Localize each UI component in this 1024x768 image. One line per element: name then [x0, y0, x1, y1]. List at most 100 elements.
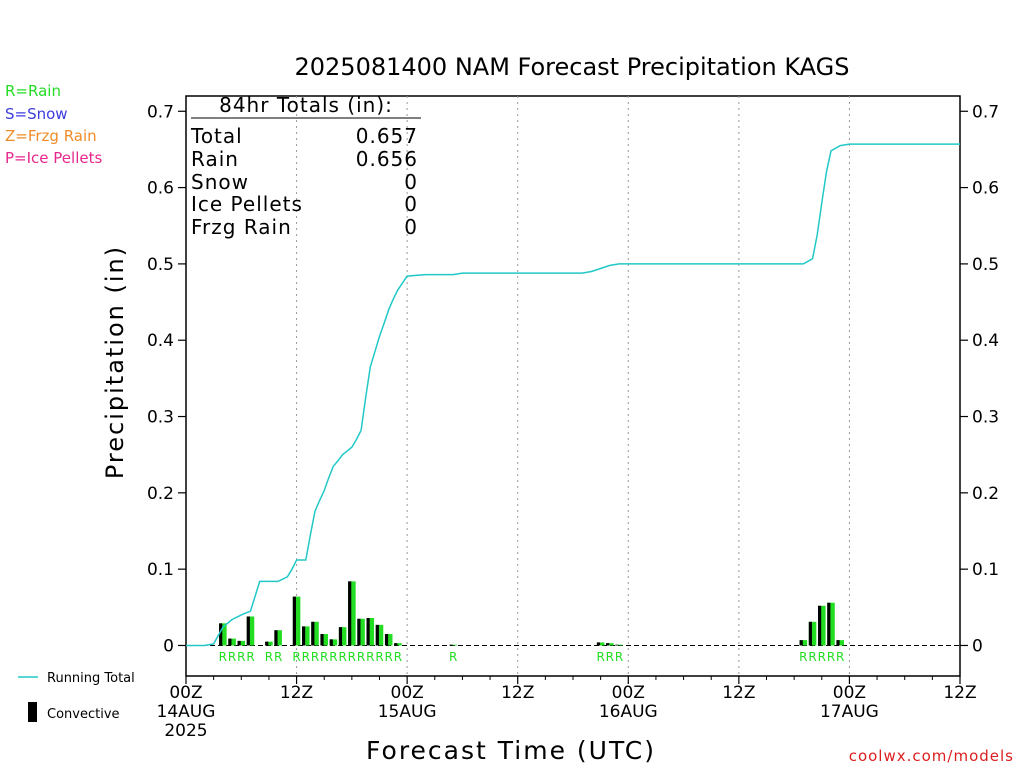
convective-bar	[827, 602, 831, 646]
x-tick-label: 00Z	[169, 683, 202, 703]
running-total-legend-label: Running Total	[47, 671, 135, 686]
x-tick-label: 00Z	[612, 683, 645, 703]
ptype-marker: R	[818, 650, 826, 664]
ptype-marker: R	[246, 650, 254, 664]
x-tick-label: 12Z	[280, 683, 313, 703]
convective-bar	[265, 641, 269, 646]
totals-label-frzg-rain: Frzg Rain	[191, 215, 292, 239]
convective-legend-label: Convective	[47, 707, 120, 722]
convective-bar	[311, 621, 315, 646]
convective-legend-swatch	[28, 702, 37, 722]
precip-bar	[818, 605, 826, 646]
plot-frame	[185, 95, 961, 677]
ptype-marker: R	[808, 650, 816, 664]
precip-bar	[274, 630, 282, 646]
precip-bar	[338, 627, 347, 646]
totals-value-frzg-rain: 0	[404, 215, 418, 239]
precip-bars	[219, 581, 844, 646]
convective-bar	[348, 581, 352, 646]
ptype-marker: R	[385, 650, 393, 664]
convective-bar	[292, 596, 296, 646]
x-tick-label: 2025	[164, 721, 207, 741]
convective-bar	[799, 640, 803, 646]
precip-bar	[219, 623, 227, 646]
precip-bar	[808, 621, 817, 646]
convective-bar	[366, 618, 370, 646]
x-axis-label: Forecast Time (UTC)	[366, 736, 656, 765]
precip-bar	[394, 643, 402, 646]
ptype-marker: R	[449, 650, 457, 664]
ptype-marker: R	[320, 650, 328, 664]
precip-bar	[836, 640, 844, 646]
ptype-marker: R	[366, 650, 374, 664]
precip-bar	[799, 640, 808, 646]
ptype-marker: R	[827, 650, 835, 664]
precip-bar	[237, 640, 246, 646]
convective-bar	[449, 644, 453, 646]
precip-bar	[357, 618, 365, 646]
x-tick-label: 16AUG	[599, 702, 658, 722]
precip-bar	[292, 596, 301, 646]
x-tick-label: 00Z	[833, 683, 866, 703]
convective-bar	[274, 630, 278, 646]
totals-header: 84hr Totals (in):	[219, 93, 393, 117]
convective-bar	[808, 621, 812, 646]
totals-label-snow: Snow	[191, 170, 249, 194]
totals-label-total: Total	[190, 124, 243, 148]
convective-bar	[219, 623, 223, 646]
precip-bar	[384, 634, 393, 646]
precip-bar	[596, 642, 605, 646]
ptype-marker: R	[311, 650, 319, 664]
ptype-legend-snow: S=Snow	[5, 105, 68, 123]
ptype-legend-ice-pellets: P=Ice Pellets	[5, 149, 102, 167]
x-tick-label: 00Z	[391, 683, 424, 703]
ptype-marker: R	[219, 650, 227, 664]
ptype-legend: R=Rain S=Snow Z=Frzg Rain P=Ice Pellets	[5, 82, 102, 167]
ptype-marker: R	[615, 650, 623, 664]
y-tick-label-left: 0.7	[147, 102, 174, 122]
y-tick-label-left: 0.4	[147, 331, 174, 351]
x-tick-label: 15AUG	[378, 702, 437, 722]
ptype-marker: R	[375, 650, 383, 664]
y-tick-label-left: 0.6	[147, 179, 174, 199]
y-tick-label-right: 0	[972, 636, 983, 656]
convective-bar	[320, 634, 324, 646]
ptype-marker: R	[329, 650, 337, 664]
y-axis-left: 0 0.1 0.2 0.3 0.4 0.5 0.6 0.7	[147, 102, 186, 656]
ptype-marker: R	[265, 650, 273, 664]
credit-text: coolwx.com/models	[849, 747, 1014, 765]
y-tick-label-left: 0.5	[147, 255, 174, 275]
precip-bar	[246, 616, 255, 646]
precip-bar	[228, 638, 236, 646]
precip-bar	[366, 618, 375, 646]
convective-bar	[357, 618, 361, 646]
convective-bar	[606, 643, 610, 646]
y-tick-label-right: 0.1	[972, 560, 999, 580]
precip-bar	[827, 602, 835, 646]
convective-bar	[329, 639, 333, 646]
convective-bar	[302, 626, 306, 646]
y-tick-label-left: 0.3	[147, 408, 174, 428]
x-tick-label: 12Z	[501, 683, 534, 703]
y-tick-label-left: 0.2	[147, 484, 174, 504]
y-tick-label-right: 0.5	[972, 255, 999, 275]
precip-bar	[449, 644, 457, 646]
x-tick-label: 14AUG	[157, 702, 216, 722]
precip-bar	[329, 639, 338, 646]
convective-bar	[228, 638, 232, 646]
ptype-marker: R	[302, 650, 310, 664]
ptype-marker: R	[237, 650, 245, 664]
x-tick-label: 12Z	[722, 683, 755, 703]
convective-bar	[818, 605, 822, 646]
precip-bar	[265, 641, 273, 646]
ptype-marker: R	[338, 650, 346, 664]
totals-box: 84hr Totals (in): Total 0.657 Rain 0.656…	[190, 93, 421, 239]
convective-bar	[384, 634, 389, 646]
y-tick-label-right: 0.7	[972, 102, 999, 122]
convective-bar	[338, 627, 343, 646]
y-tick-label-right: 0.2	[972, 484, 999, 504]
y-axis-label: Precipitation (in)	[101, 245, 129, 479]
precip-bar	[375, 624, 384, 646]
